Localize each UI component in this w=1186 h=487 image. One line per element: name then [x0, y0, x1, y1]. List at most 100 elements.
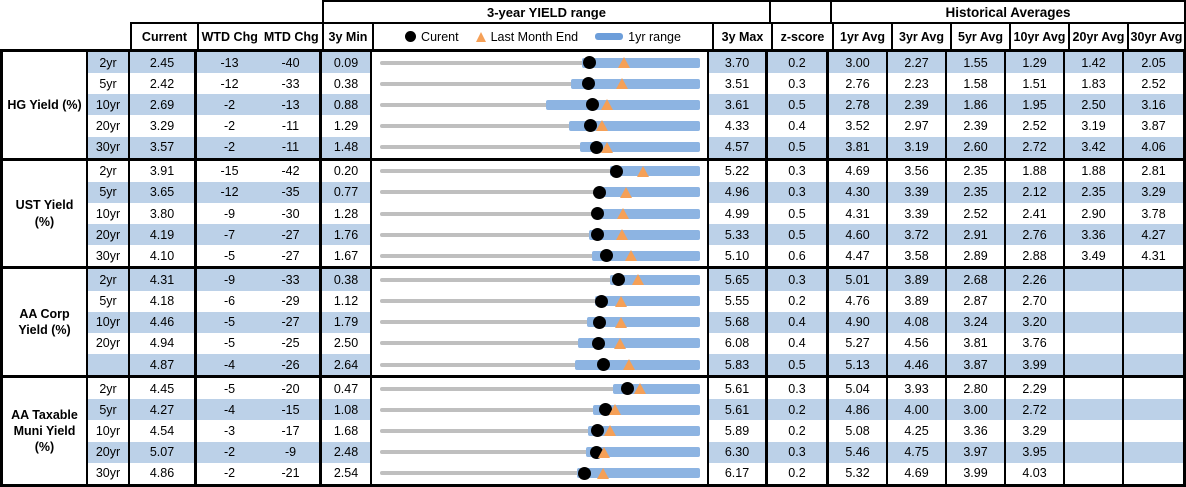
range-chart-cell [372, 52, 709, 74]
cell-mtd-chg: -21 [262, 462, 322, 484]
cell-3y-min: 0.20 [322, 160, 372, 182]
cell-mtd-chg: -33 [262, 73, 322, 95]
cell-avg: 3.78 [1141, 206, 1166, 221]
yr1-range-bar [596, 187, 700, 198]
cell-3y-max: 5.10 [709, 245, 768, 267]
cell-avg: 3.19 [888, 136, 947, 158]
cell-avg: 4.27 [1124, 224, 1183, 246]
range-chart-cell [372, 399, 709, 421]
cell-avg [1065, 311, 1124, 333]
cell-mtd-chg: -13 [262, 94, 322, 116]
cell-avg: 5.01 [829, 269, 888, 291]
cell-avg: 4.90 [829, 311, 888, 333]
range-chart-cell [372, 353, 709, 376]
cell-tenor: 20yr [88, 332, 130, 354]
cell-avg: 2.29 [1006, 378, 1065, 400]
current-dot [585, 98, 599, 112]
column-header-10yr-avg: 10yr Avg [1009, 24, 1068, 49]
cell-avg: 4.60 [829, 224, 888, 246]
cell-avg: 3.24 [947, 311, 1006, 333]
track-line [380, 145, 700, 150]
cell-avg: 3.87 [1141, 118, 1166, 133]
cell-current: 4.87 [130, 353, 197, 376]
cell-avg: 5.27 [829, 332, 888, 354]
min-header-label: 3y Min [328, 29, 368, 44]
cell-avg: 3.29 [1006, 420, 1065, 442]
current-dot [612, 273, 626, 287]
yr1-range-bar [586, 447, 700, 458]
cell-avg [1065, 353, 1124, 376]
track-line [380, 253, 700, 258]
cell-wtd-chg: -3 [223, 423, 236, 438]
group-label: HG Yield (%) [3, 52, 88, 158]
avg-header-label: 10yr Avg [1013, 29, 1066, 44]
yr1-range-bar [577, 338, 700, 349]
legend-current-label: Curent [421, 29, 459, 44]
cell-tenor: 20yr [88, 115, 130, 137]
group-label: AA Corp Yield (%) [3, 269, 88, 376]
last-month-triangle [615, 316, 628, 328]
last-month-triangle [636, 165, 649, 177]
cell-avg [1124, 420, 1183, 441]
column-header-3y-max: 3y Max [712, 24, 771, 49]
yr1-range-bar [595, 296, 700, 307]
cell-z-score: 0.4 [768, 332, 829, 354]
cell-avg: 2.52 [1006, 115, 1065, 137]
cell-wtd-chg: -4 [197, 399, 262, 421]
cell-z-score: 0.3 [768, 73, 829, 95]
cell-avg: 3.89 [888, 290, 947, 312]
cell-tenor: 10yr [88, 94, 130, 116]
last-month-triangle [625, 250, 638, 262]
group-label: AA Taxable Muni Yield (%) [3, 378, 88, 484]
column-header-5yr-avg: 5yr Avg [950, 24, 1009, 49]
cell-avg: 3.56 [888, 160, 947, 182]
range-chart-cell [372, 181, 709, 203]
column-header-1yr-avg: 1yr Avg [832, 24, 891, 49]
cell-avg: 2.68 [947, 269, 1006, 291]
last-month-triangle [613, 337, 626, 349]
cell-current: 4.10 [130, 245, 197, 267]
cell-avg: 2.88 [1006, 245, 1065, 267]
cell-mtd-chg: -11 [262, 136, 322, 158]
cell-avg: 2.26 [1006, 269, 1065, 291]
cell-tenor: 10yr [88, 311, 130, 333]
yr1-range-bar [613, 383, 700, 394]
range-section-title: 3-year YIELD range [487, 4, 606, 20]
cell-3y-min: 0.38 [322, 73, 372, 95]
cell-z-score: 0.3 [768, 269, 829, 291]
zscore-header-label: z-score [780, 29, 825, 44]
last-month-triangle [616, 208, 629, 220]
cell-avg: 3.97 [947, 441, 1006, 463]
last-month-triangle [598, 446, 610, 458]
cell-avg: 2.39 [947, 115, 1006, 137]
current-dot [593, 315, 607, 329]
track-line [380, 299, 700, 304]
cell-z-score: 0.3 [768, 441, 829, 463]
cell-avg: 5.13 [829, 353, 888, 376]
cell-wtd-chg: -2 [223, 466, 236, 481]
yr1-range-bar [593, 208, 700, 219]
cell-avg: 2.90 [1065, 202, 1124, 225]
cell-z-score: 0.5 [768, 136, 829, 158]
cell-avg: 2.12 [1006, 181, 1065, 203]
cell-avg: 3.52 [829, 115, 888, 137]
cell-avg [1065, 269, 1124, 291]
cell-avg: 3.93 [888, 378, 947, 400]
cell-mtd-chg: -11 [262, 115, 322, 137]
cell-avg: 1.83 [1065, 73, 1124, 95]
cell-mtd-chg: -33 [262, 269, 322, 291]
cell-avg: 3.20 [1006, 311, 1065, 333]
cell-wtd-chg: -13 [197, 52, 262, 74]
current-dot [591, 336, 605, 350]
track-line [380, 123, 700, 128]
last-month-triangle [615, 295, 628, 307]
legend-last-month-end: Last Month End [475, 30, 578, 44]
yr1-range-bar [587, 425, 700, 436]
cell-current: 4.94 [130, 332, 197, 354]
yr1-range-bar [588, 229, 700, 240]
yr1-range-bar [574, 359, 700, 370]
cell-wtd-chg: -12 [220, 76, 239, 91]
cell-mtd-chg: -30 [262, 202, 322, 225]
track-line [380, 211, 700, 216]
yield-table-body: HG Yield (%) 2yr 2.45 -13 -40 0.09 3.70 0.2 3.00… [0, 49, 1186, 487]
